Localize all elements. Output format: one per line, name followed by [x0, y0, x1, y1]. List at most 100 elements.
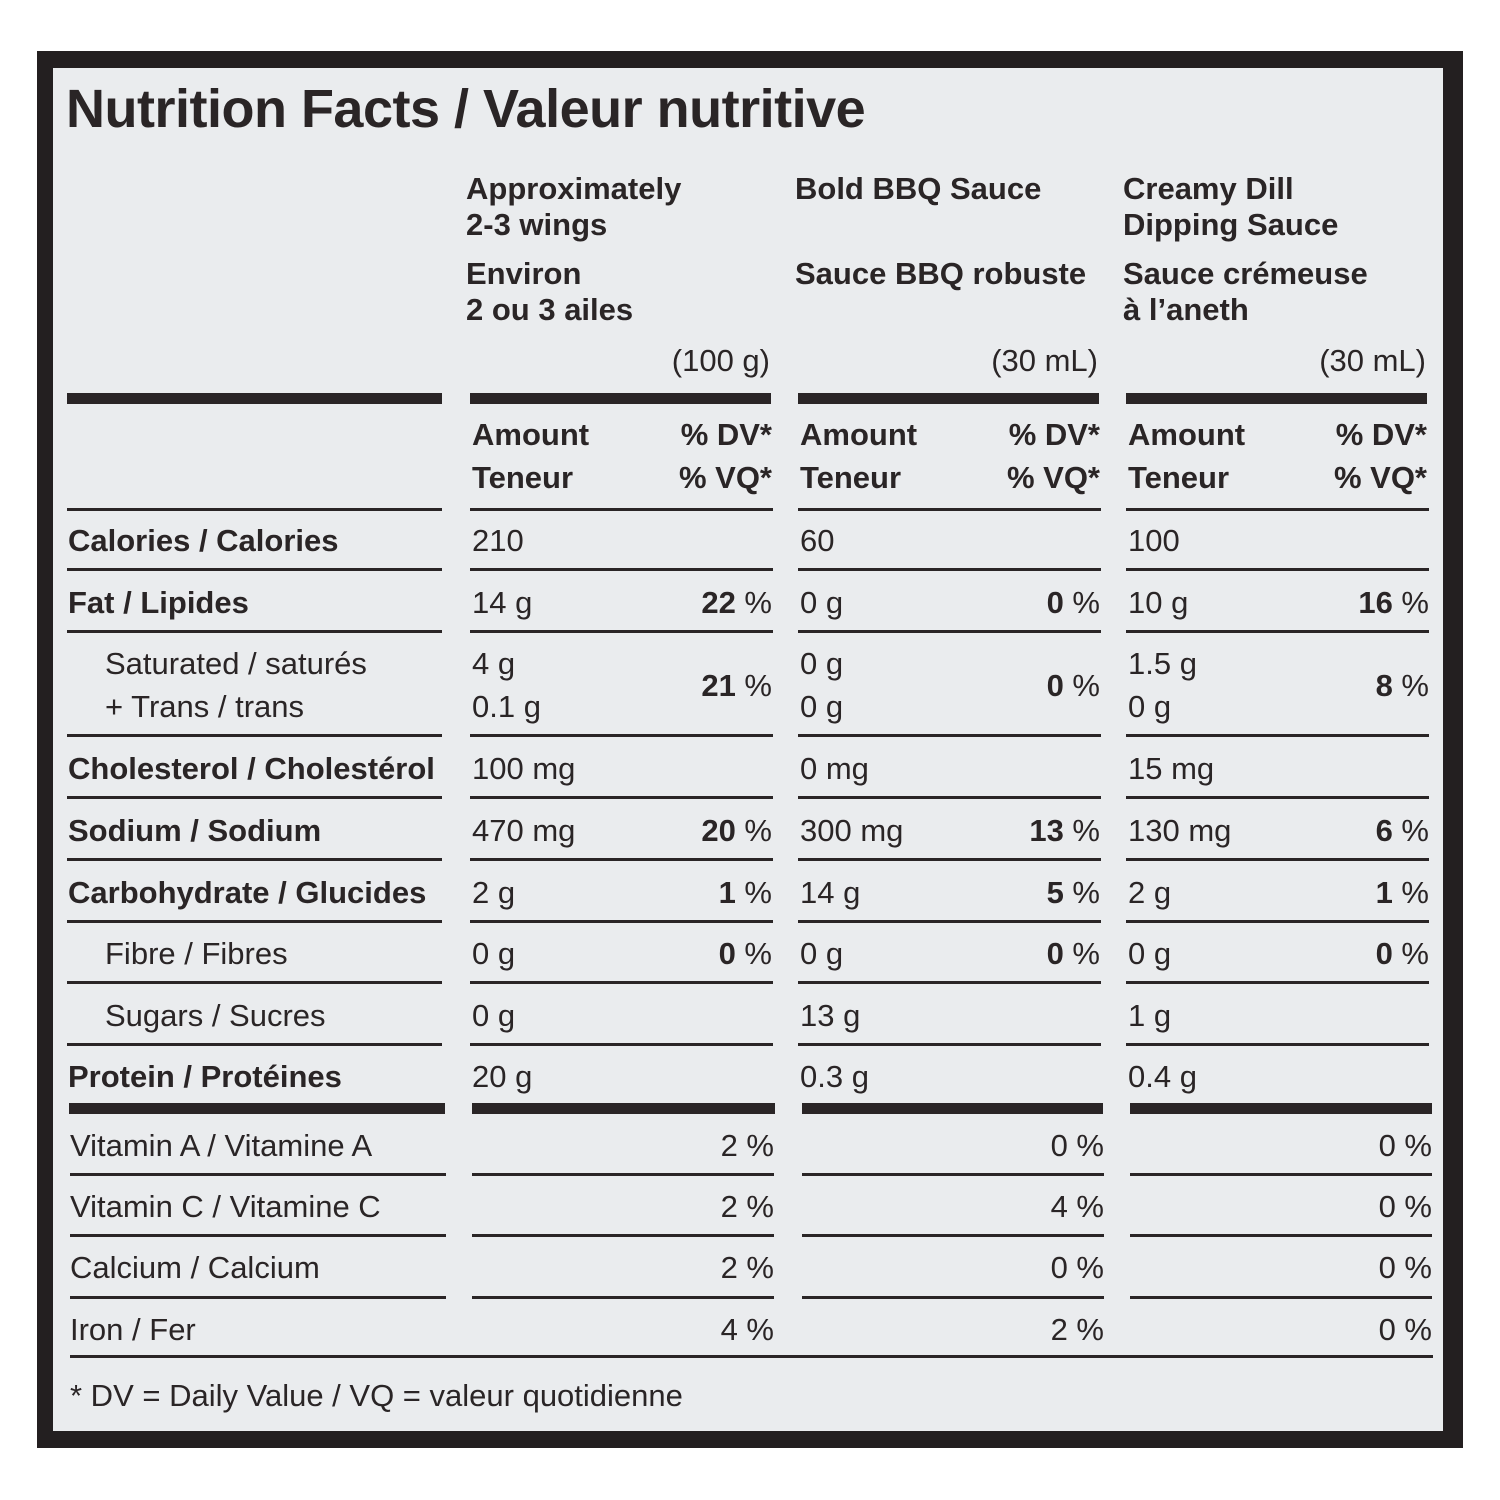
- nutrient-amount: 2 g: [472, 874, 516, 910]
- nutrient-amount: 15 mg: [1128, 750, 1215, 786]
- thin-rule: [70, 1296, 446, 1299]
- vitamin-dv-percent: 0 %: [1050, 1128, 1104, 1163]
- col3-serving: (30 mL): [1319, 343, 1426, 378]
- nutrient-dv-percent: 13 %: [950, 809, 1100, 852]
- vitamin-dv-percent: 2 %: [1050, 1312, 1104, 1347]
- vitamin-dv-percent: 0 %: [1378, 1128, 1432, 1163]
- thin-rule: [1126, 508, 1429, 511]
- nutrient-dv-percent: 0 %: [950, 932, 1100, 975]
- nutrient-amount: 60: [800, 522, 835, 558]
- percent-sign: %: [735, 584, 772, 620]
- dv-value: 5: [1046, 874, 1064, 910]
- dv-value: 16: [1358, 584, 1393, 620]
- nutrient-amount: 0 mg: [800, 750, 869, 786]
- thin-rule: [802, 1234, 1104, 1237]
- thin-rule: [70, 1173, 446, 1176]
- nutrient-dv-percent: 0 %: [950, 664, 1100, 707]
- nutrient-label: Fibre / Fibres: [105, 936, 288, 971]
- thin-rule: [70, 1234, 446, 1237]
- thin-rule: [1126, 630, 1429, 633]
- nutrient-amount: 0 g: [1128, 936, 1172, 971]
- thin-rule: [1126, 1043, 1429, 1046]
- nutrient-amount: 1.5 g 0 g: [1128, 646, 1197, 724]
- nutrient-dv-percent: 1 %: [622, 871, 772, 914]
- percent-sign: %: [1392, 584, 1429, 620]
- col2-serving: (30 mL): [991, 343, 1098, 378]
- label-title: Nutrition Facts / Valeur nutritive: [66, 79, 866, 139]
- thin-rule: [798, 920, 1101, 923]
- nutrient-amount: 14 g: [800, 874, 861, 910]
- dv-value: 1: [718, 874, 736, 910]
- vitamin-dv-percent: 0 %: [1378, 1189, 1432, 1224]
- dv-header: % DV* % VQ*: [1333, 417, 1427, 495]
- nutrient-label: Fat / Lipides: [68, 584, 249, 620]
- thin-rule: [470, 796, 773, 799]
- col1-name-fr: Environ 2 ou 3 ailes: [466, 256, 634, 327]
- nutrient-amount: 130 mg: [1128, 812, 1232, 848]
- dv-value: 0: [1046, 667, 1064, 703]
- nutrient-amount: 0 g: [472, 936, 516, 971]
- thick-rule: [69, 1103, 445, 1114]
- vitamin-dv-percent: 4 %: [1050, 1189, 1104, 1224]
- thin-rule: [798, 568, 1101, 571]
- nutrient-dv-percent: 8 %: [1279, 664, 1429, 707]
- nutrient-amount: 10 g: [1128, 584, 1189, 620]
- percent-sign: %: [735, 812, 772, 848]
- nutrient-amount: 100 mg: [472, 750, 576, 786]
- nutrient-amount: 0 g: [800, 584, 844, 620]
- thin-rule: [798, 1043, 1101, 1046]
- percent-sign: %: [1063, 812, 1100, 848]
- percent-sign: %: [1063, 584, 1100, 620]
- col1-name-en: Approximately 2-3 wings: [466, 171, 682, 242]
- thin-rule: [1130, 1296, 1432, 1299]
- nutrient-label: Calories / Calories: [68, 522, 339, 558]
- thin-rule: [67, 630, 442, 633]
- thick-rule: [67, 393, 442, 404]
- nutrient-label: Cholesterol / Cholestérol: [68, 750, 435, 786]
- thin-rule: [470, 630, 773, 633]
- thin-rule: [67, 1043, 442, 1046]
- vitamin-dv-percent: 2 %: [720, 1250, 774, 1285]
- vitamin-dv-percent: 2 %: [720, 1128, 774, 1163]
- vitamin-dv-percent: 4 %: [720, 1312, 774, 1347]
- nutrient-amount: 0.3 g: [800, 1059, 869, 1094]
- thin-rule: [67, 858, 442, 861]
- dv-value: 21: [701, 667, 736, 703]
- dv-value: 13: [1029, 812, 1064, 848]
- nutrient-dv-percent: 0 %: [1279, 932, 1429, 975]
- footnote: * DV = Daily Value / VQ = valeur quotidi…: [70, 1378, 683, 1413]
- percent-sign: %: [735, 667, 772, 703]
- nutrient-label: Protein / Protéines: [68, 1059, 342, 1094]
- thin-rule: [1130, 1173, 1432, 1176]
- nutrient-dv-percent: 21 %: [622, 664, 772, 707]
- thin-rule: [798, 508, 1101, 511]
- thin-rule: [1126, 796, 1429, 799]
- thin-rule: [1126, 734, 1429, 737]
- nutrient-amount: 100: [1128, 522, 1180, 558]
- dv-header: % DV* % VQ*: [1006, 417, 1100, 495]
- dv-value: 6: [1375, 812, 1393, 848]
- thick-rule: [798, 393, 1099, 404]
- nutrient-amount: 0 g 0 g: [800, 646, 844, 724]
- col3-name-en: Creamy Dill Dipping Sauce: [1123, 171, 1339, 242]
- thin-rule: [67, 796, 442, 799]
- nutrient-amount: 4 g 0.1 g: [472, 646, 541, 724]
- col2-name-en: Bold BBQ Sauce: [795, 171, 1042, 206]
- thin-rule: [1126, 920, 1429, 923]
- vitamin-dv-percent: 2 %: [720, 1189, 774, 1224]
- vitamin-dv-percent: 0 %: [1050, 1250, 1104, 1285]
- thin-rule: [798, 734, 1101, 737]
- thin-rule: [70, 1355, 1433, 1358]
- thin-rule: [67, 568, 442, 571]
- thin-rule: [470, 508, 773, 511]
- nutrient-amount: 0.4 g: [1128, 1059, 1197, 1094]
- thin-rule: [67, 981, 442, 984]
- nutrient-label: Carbohydrate / Glucides: [68, 874, 427, 910]
- thin-rule: [472, 1234, 774, 1237]
- col1-serving: (100 g): [671, 343, 770, 378]
- amount-header: Amount Teneur: [472, 417, 590, 495]
- vitamin-label: Vitamin C / Vitamine C: [70, 1189, 381, 1224]
- dv-value: 0: [1046, 584, 1064, 620]
- nutrient-dv-percent: 1 %: [1279, 871, 1429, 914]
- percent-sign: %: [1392, 667, 1429, 703]
